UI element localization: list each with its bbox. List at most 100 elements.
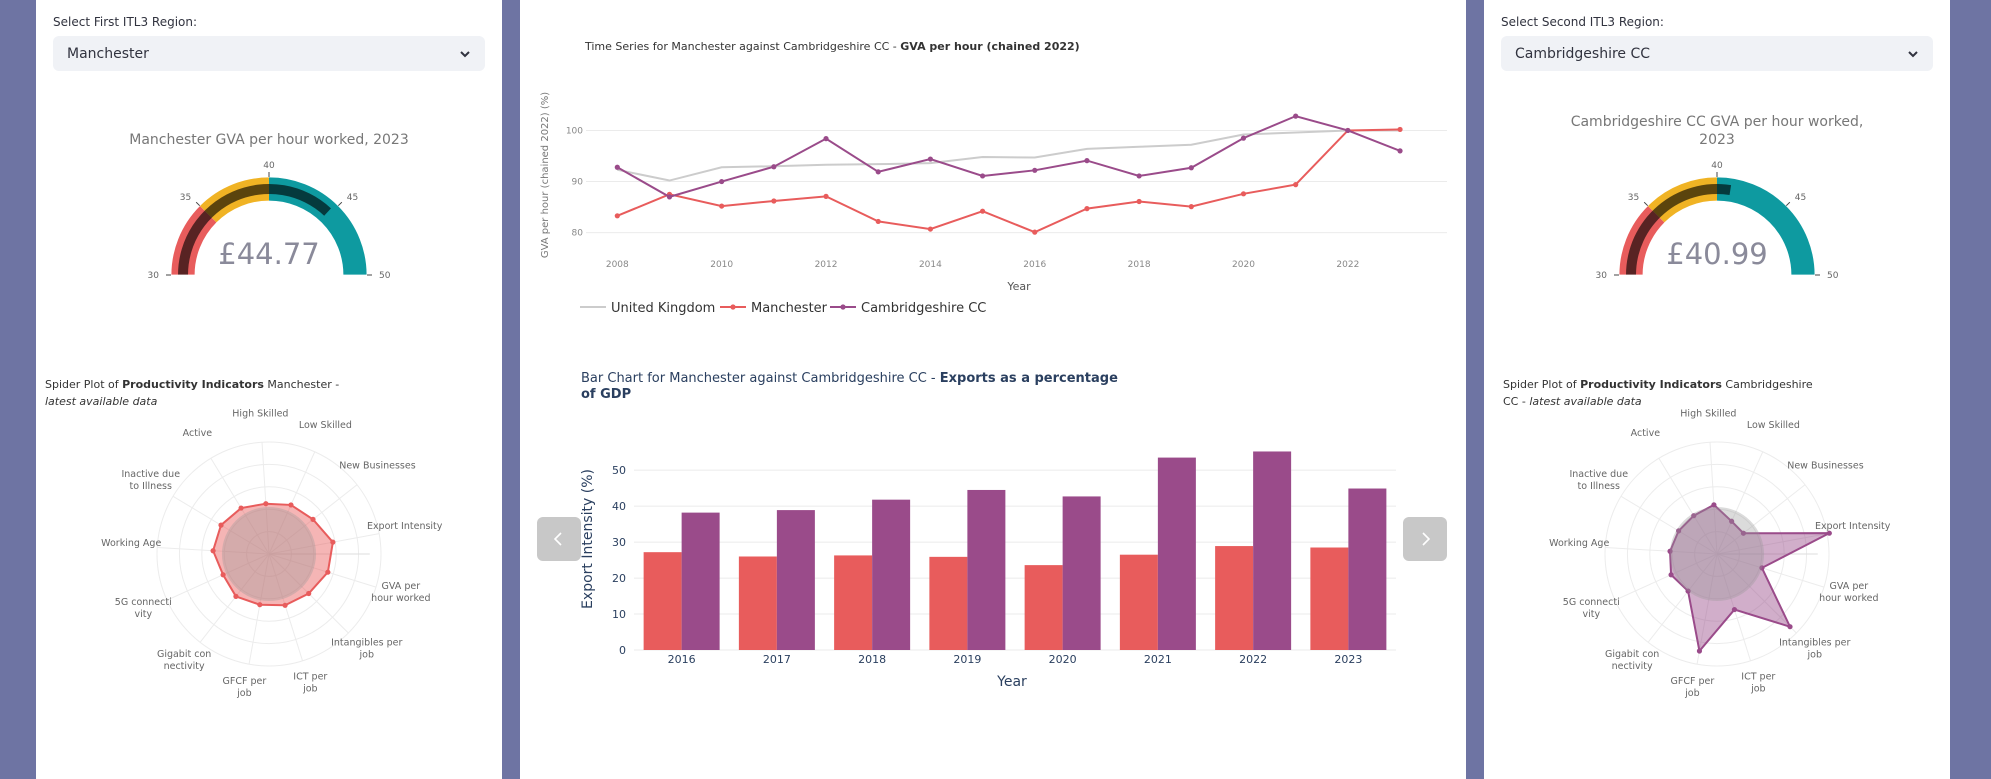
bar-chart-xtick: 2020 <box>1049 653 1077 666</box>
spider-grid-spoke <box>1709 442 1718 555</box>
left-gauge: 30 35 40 45 50 <box>148 161 391 281</box>
bar-cambridgeshire-cc <box>681 512 720 650</box>
spider-axis-label: 5G connecti vity <box>115 597 172 620</box>
bar-cambridgeshire-cc <box>1157 457 1196 650</box>
spider-axis-label: New Businesses <box>1787 461 1863 472</box>
gauge-tick <box>337 201 343 207</box>
line-point <box>1240 191 1247 197</box>
line-point <box>1084 158 1090 164</box>
first-region-select[interactable]: Manchester <box>53 36 485 71</box>
spider-point <box>218 522 224 528</box>
spider-grid-spoke <box>1716 484 1806 555</box>
spider-axis-label: Low Skilled <box>299 420 352 431</box>
spider-point <box>288 502 294 508</box>
line-chart-xtick: 2016 <box>1023 260 1046 270</box>
bar-chart-title: Bar Chart for Manchester against Cambrid… <box>581 371 1118 386</box>
spider-axis-label: GVA per hour worked <box>371 581 430 604</box>
previous-chart-button[interactable] <box>537 517 581 561</box>
spider-axis-label: 5G connecti vity <box>1563 597 1620 620</box>
bar-chart-xtick: 2022 <box>1239 653 1267 666</box>
spider-axis-label: Inactive due to Illness <box>121 469 180 492</box>
spider-axis-label: ICT per job <box>293 672 327 695</box>
gauge-outline <box>1618 176 1816 276</box>
spider-point <box>1668 572 1674 578</box>
bar-manchester <box>834 555 873 650</box>
line-point <box>666 194 673 200</box>
bar-chart-xtick: 2017 <box>763 653 791 666</box>
spider-point <box>1740 530 1747 536</box>
line-point <box>823 136 829 142</box>
bar-chart-xtick: 2021 <box>1144 653 1172 666</box>
bar-manchester <box>1024 565 1063 650</box>
spider-axis-label: Working Age <box>101 538 161 549</box>
gauge-tick-label: 30 <box>1596 271 1608 281</box>
spider-reference-area <box>221 506 317 602</box>
spider-area <box>1669 503 1830 654</box>
line-point <box>823 193 829 199</box>
spider-grid-spoke <box>268 553 377 588</box>
line-chart: 80 90 100 2008 2010 2012 2014 2016 2018 2020 2022 <box>566 113 1447 270</box>
line-point <box>979 173 986 179</box>
line-point <box>1032 167 1038 173</box>
spider-point <box>1696 648 1703 654</box>
line-chart-xtick: 2012 <box>815 260 838 270</box>
line-chart-xlabel: Year <box>1006 280 1031 293</box>
line-point <box>1345 127 1351 134</box>
line-point <box>1084 206 1090 212</box>
line-point <box>1136 173 1142 179</box>
line-point <box>1188 165 1194 171</box>
line-point <box>1293 182 1299 188</box>
middle-panel: Time Series for Manchester against Cambr… <box>520 0 1466 779</box>
spider-grid-spoke <box>166 553 270 601</box>
gauge-tick-label: 40 <box>1711 161 1723 171</box>
bar-chart-title-line2: of GDP <box>581 387 631 402</box>
right-panel: Select Second ITL3 Region: Cambridgeshir… <box>1484 0 1950 779</box>
left-spider-plot: Low Skilled New Businesses Export Intensit… <box>101 408 443 699</box>
gauge-tick <box>195 201 201 207</box>
bar-chart-xtick: 2016 <box>668 653 696 666</box>
line-point <box>1188 204 1194 210</box>
spider-point <box>233 593 239 599</box>
legend-label: Manchester <box>751 301 828 316</box>
bar-manchester <box>738 556 777 650</box>
gauge-tick-label: 40 <box>263 161 275 171</box>
right-gauge: 30 35 40 45 50 <box>1596 161 1839 281</box>
second-region-select[interactable]: Cambridgeshire CC <box>1501 36 1933 71</box>
line-chart-xtick: 2014 <box>919 260 942 270</box>
gauge-band-teal <box>1717 177 1815 275</box>
bar-chart-xtick: 2018 <box>858 653 886 666</box>
line-point <box>614 213 620 219</box>
spider-axis-label: High Skilled <box>232 408 288 419</box>
left-spider-subtitle: latest available data <box>45 395 158 408</box>
line-chart-ytick: 100 <box>566 126 583 136</box>
spider-axis-label: Gigabit con nectivity <box>1605 649 1659 672</box>
spider-grid-spoke <box>1614 553 1718 601</box>
spider-grid-spoke <box>1658 458 1718 555</box>
bar-cambridgeshire-cc <box>1062 496 1101 650</box>
spider-grid-spoke <box>248 553 270 665</box>
line-point <box>1136 198 1142 205</box>
spider-area <box>212 502 334 607</box>
spider-point <box>1676 528 1682 534</box>
spider-grid-spoke <box>1716 553 1797 634</box>
chevron-right-icon <box>1422 532 1431 546</box>
spider-point <box>220 572 226 578</box>
gauge-band-teal <box>269 177 367 275</box>
bar-manchester <box>1310 547 1349 650</box>
bar-chart: 0 10 20 30 40 50 2016 2017 2018 2019 2020 2021 2022 2… <box>612 451 1396 666</box>
left-panel: Select First ITL3 Region: Manchester Man… <box>36 0 502 779</box>
bar-chart-xtick: 2023 <box>1334 653 1362 666</box>
spider-grid-spoke <box>1620 495 1718 555</box>
spider-grid-spoke <box>1716 553 1825 588</box>
line-point <box>979 208 986 214</box>
spider-axis-label: GVA per hour worked <box>1819 581 1878 604</box>
left-gauge-title: Manchester GVA per hour worked, 2023 <box>129 132 409 148</box>
gauge-tick <box>1785 201 1791 207</box>
spider-grid-ring <box>156 441 382 667</box>
spider-axis-label: Gigabit con nectivity <box>157 649 211 672</box>
line-chart-xtick: 2020 <box>1232 260 1255 270</box>
spider-grid-spoke <box>261 442 270 555</box>
spider-point <box>263 501 269 507</box>
next-chart-button[interactable] <box>1403 517 1447 561</box>
spider-point <box>310 516 316 522</box>
